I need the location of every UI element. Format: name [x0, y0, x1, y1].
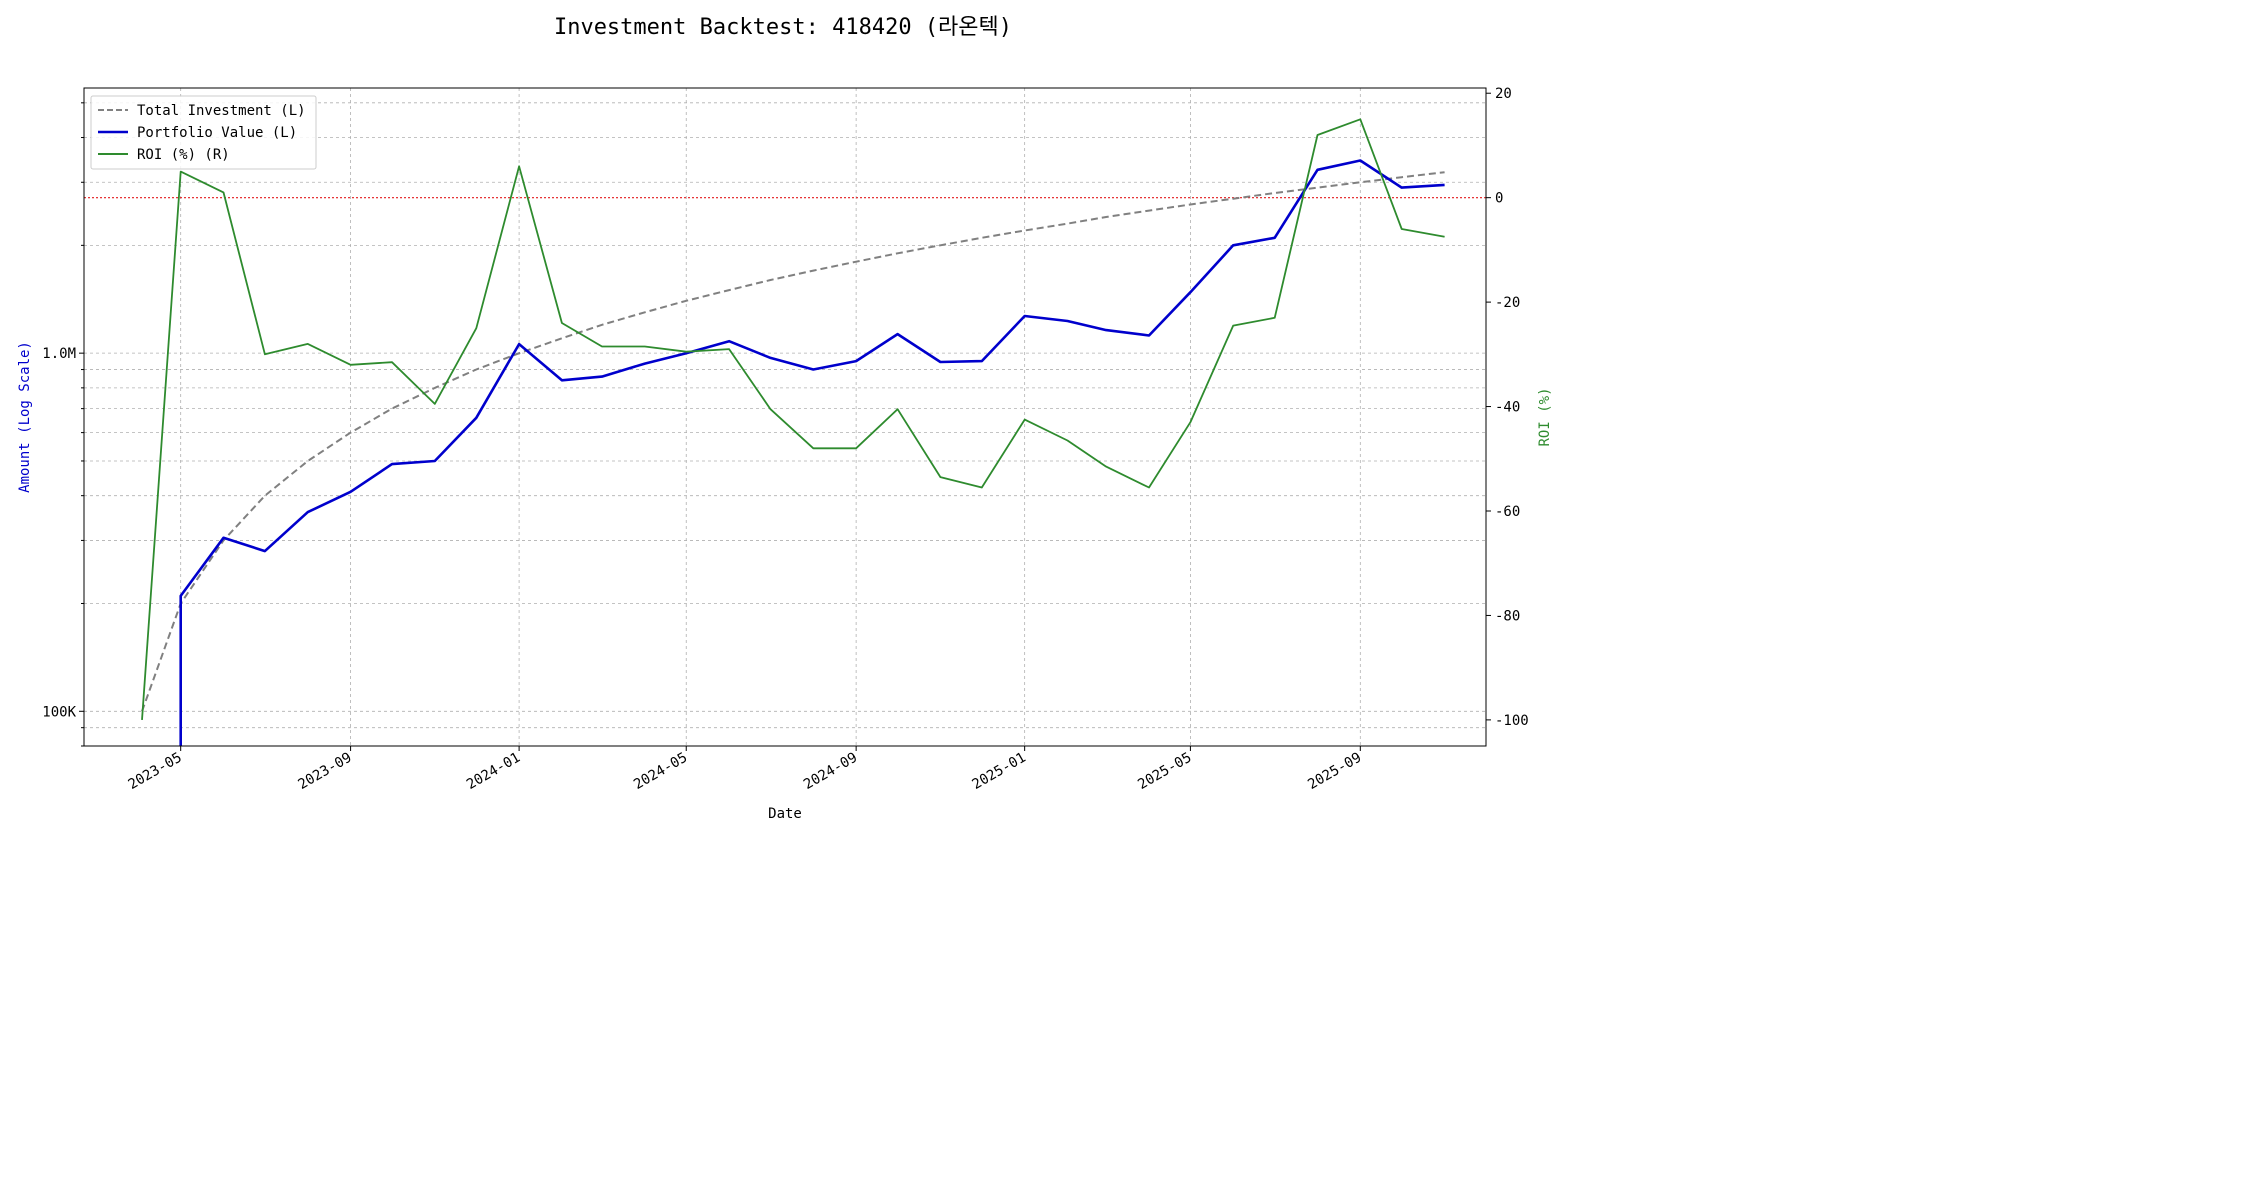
x-tick-label: 2025-05 — [1135, 750, 1194, 793]
x-tick-label: 2024-01 — [464, 750, 523, 793]
y-right-tick-label: -100 — [1495, 713, 1529, 729]
y-right-tick-label: -20 — [1495, 295, 1520, 311]
y-right-tick-label: -60 — [1495, 504, 1520, 520]
roi-line — [141, 118, 1445, 720]
x-tick-label: 2023-05 — [126, 750, 185, 793]
x-tick-label: 2025-01 — [970, 750, 1029, 793]
x-tick-label: 2024-09 — [801, 750, 860, 793]
y-right-tick-label: -80 — [1495, 608, 1520, 624]
x-tick-label: 2024-05 — [631, 750, 690, 793]
legend-label-roi: ROI (%) (R) — [137, 147, 230, 163]
legend-label-total-investment: Total Investment (L) — [137, 103, 306, 119]
y-right-tick-label: 20 — [1495, 86, 1512, 102]
legend-box — [90, 95, 317, 170]
total-investment-line — [141, 171, 1445, 712]
series-layer — [141, 118, 1445, 746]
y-left-tick-label: 100K — [42, 704, 76, 720]
y-left-tick-label: 1.0M — [42, 346, 76, 362]
legend-label-portfolio-value: Portfolio Value (L) — [137, 125, 297, 141]
chart: Investment Backtest: 418420 (라온텍) 2023-0… — [17, 15, 1553, 822]
plot-frame — [83, 87, 1487, 747]
x-axis-label: Date — [768, 806, 802, 822]
legend: Total Investment (L) Portfolio Value (L)… — [90, 95, 317, 170]
grid-layer — [84, 88, 1486, 747]
ticks-layer: 2023-05 2023-09 2024-01 2024-05 2024-09 2025-… — [42, 86, 1528, 793]
y-right-tick-label: -40 — [1495, 400, 1520, 416]
portfolio-value-line — [179, 159, 1445, 746]
chart-title: Investment Backtest: 418420 (라온텍) — [554, 15, 1012, 40]
y-axis-left-label: Amount (Log Scale) — [17, 341, 33, 493]
x-tick-label: 2023-09 — [295, 750, 354, 793]
y-axis-right-label: ROI (%) — [1537, 387, 1553, 446]
y-right-tick-label: 0 — [1495, 191, 1503, 207]
x-tick-label: 2025-09 — [1305, 750, 1364, 793]
